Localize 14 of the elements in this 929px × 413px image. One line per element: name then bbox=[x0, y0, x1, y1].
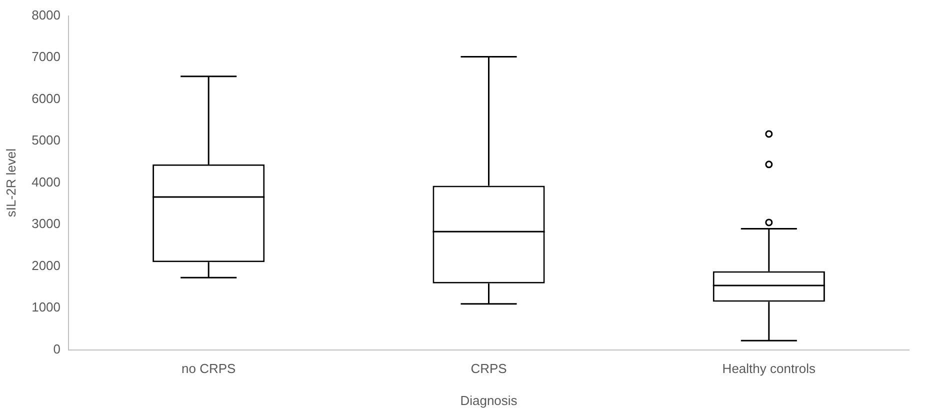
y-tick-label: 5000 bbox=[32, 132, 61, 148]
x-axis-title: Diagnosis bbox=[460, 392, 518, 408]
x-tick-label: no CRPS bbox=[182, 361, 236, 376]
y-tick-label: 8000 bbox=[32, 7, 61, 22]
y-tick-label: 2000 bbox=[32, 258, 61, 273]
y-tick-label: 0 bbox=[53, 341, 61, 356]
y-axis-title: sIL-2R level bbox=[3, 148, 18, 218]
y-tick-label: 3000 bbox=[32, 216, 61, 232]
y-tick-label: 7000 bbox=[32, 49, 61, 64]
x-tick-label: Healthy controls bbox=[722, 361, 816, 376]
x-tick-label: CRPS bbox=[470, 361, 508, 376]
y-tick-label: 1000 bbox=[32, 300, 61, 315]
y-tick-label: 6000 bbox=[32, 90, 61, 106]
y-tick-label: 4000 bbox=[32, 174, 61, 190]
